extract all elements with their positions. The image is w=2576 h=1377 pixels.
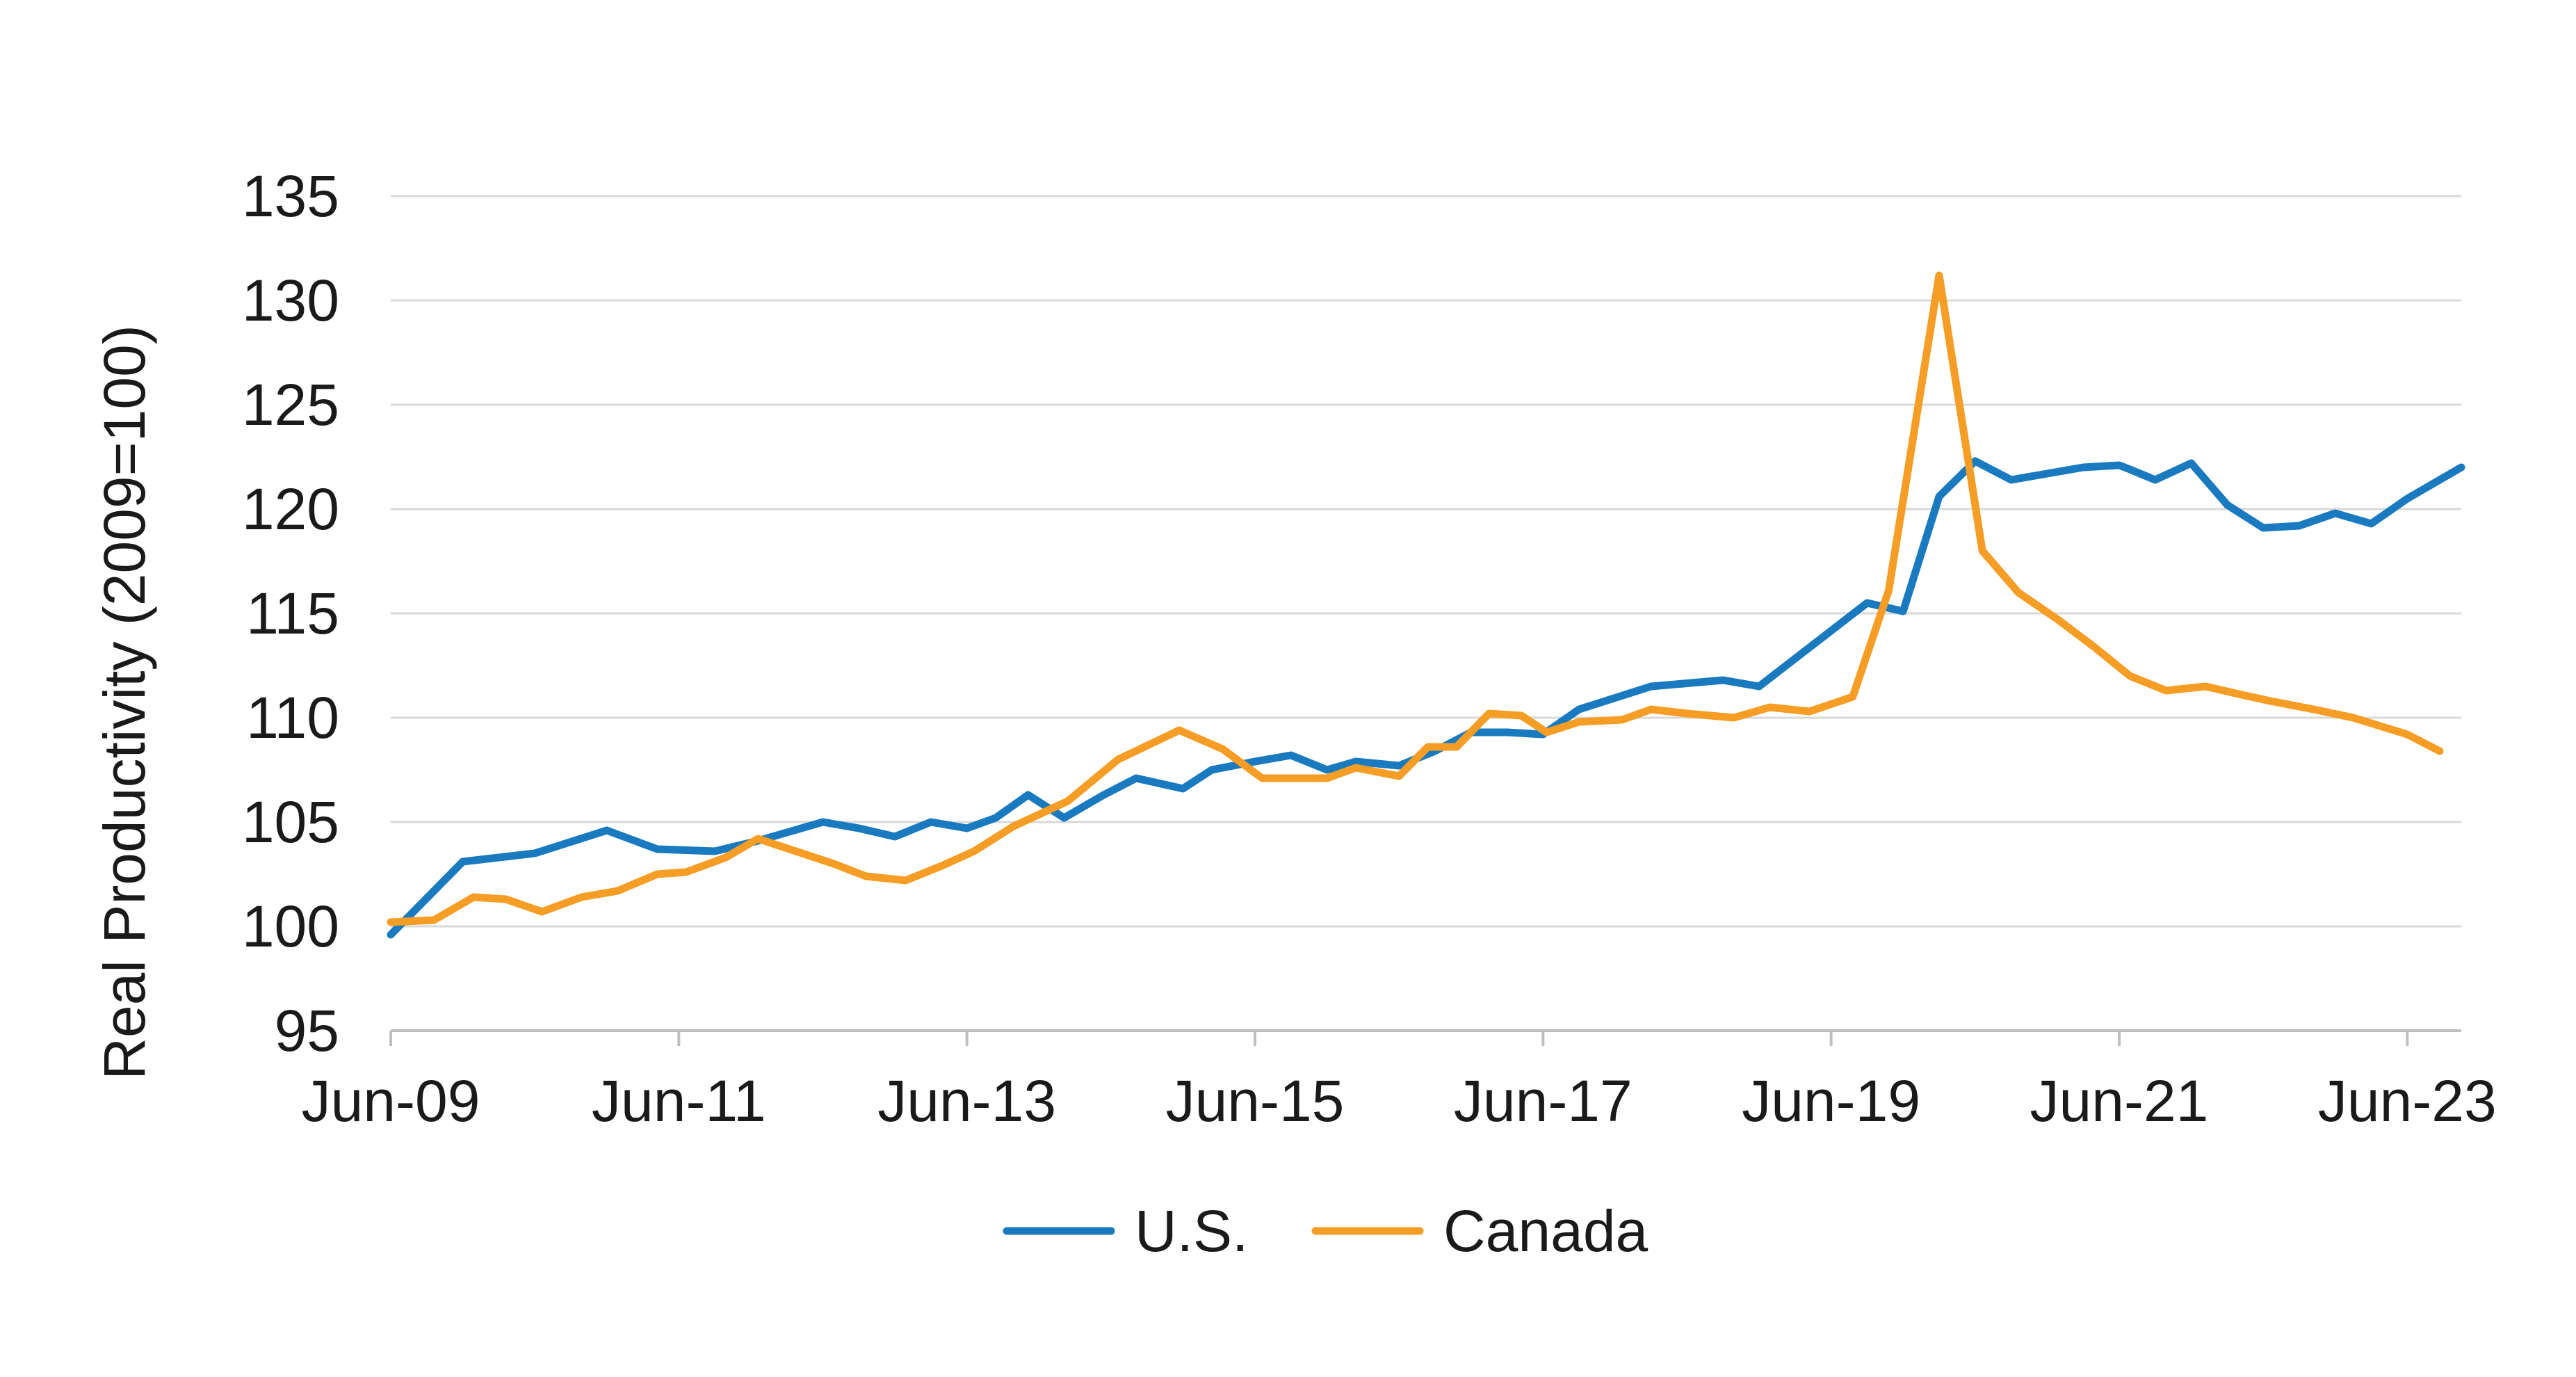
y-tick-label: 135 bbox=[242, 163, 339, 229]
y-tick-label: 125 bbox=[242, 372, 339, 437]
x-tick-label: Jun-19 bbox=[1742, 1068, 1920, 1134]
y-tick-label: 115 bbox=[246, 581, 339, 646]
x-tick-label: Jun-15 bbox=[1166, 1068, 1345, 1134]
series-lines bbox=[387, 271, 2465, 939]
y-axis-title: Real Productivity (2009=100) bbox=[92, 325, 157, 1080]
gridlines bbox=[391, 195, 2461, 928]
legend: U.S. Canada bbox=[1003, 1198, 1649, 1264]
x-axis-tick-labels: Jun-09 Jun-11 Jun-13 Jun-15 Jun-17 Jun-19 Jun-… bbox=[302, 1068, 2497, 1134]
x-tick-label: Jun-13 bbox=[877, 1068, 1056, 1134]
series-line-canada bbox=[387, 271, 2444, 926]
y-tick-label: 130 bbox=[242, 268, 339, 333]
legend-label-u-s: U.S. bbox=[1135, 1198, 1248, 1264]
legend-label-canada: Canada bbox=[1443, 1198, 1649, 1264]
y-tick-label: 105 bbox=[242, 789, 339, 855]
x-tick-label: Jun-21 bbox=[2030, 1068, 2209, 1134]
y-tick-label: 110 bbox=[246, 685, 339, 750]
y-tick-label: 120 bbox=[242, 476, 339, 542]
y-tick-label: 100 bbox=[242, 894, 339, 959]
x-tick-label: Jun-11 bbox=[592, 1068, 766, 1134]
series-line-u-s bbox=[387, 457, 2465, 939]
x-tick-label: Jun-23 bbox=[2318, 1068, 2497, 1134]
y-tick-label: 95 bbox=[275, 998, 339, 1063]
x-axis-ticks bbox=[389, 1031, 2409, 1046]
x-tick-label: Jun-17 bbox=[1454, 1068, 1633, 1134]
y-axis-tick-labels: 95 100 105 110 115 120 125 130 135 bbox=[242, 163, 339, 1063]
x-tick-label: Jun-09 bbox=[302, 1068, 480, 1134]
